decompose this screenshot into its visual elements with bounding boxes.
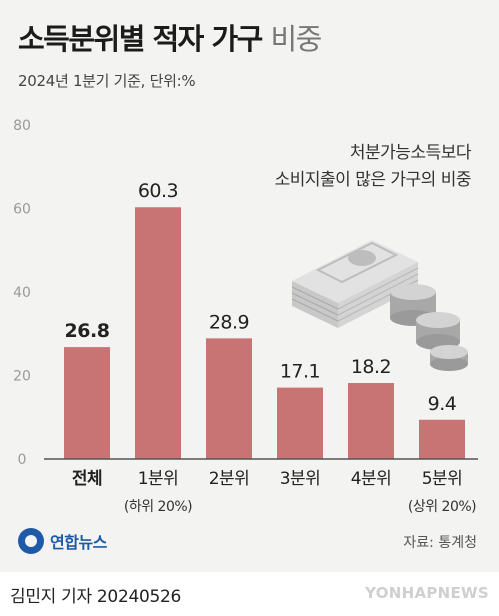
category-label: 1분위: [138, 469, 179, 489]
value-label: 28.9: [209, 311, 249, 333]
y-tick-label: 40: [13, 285, 31, 301]
category-sublabel: (하위 20%): [124, 499, 192, 515]
category-label: 2분위: [209, 469, 250, 489]
infographic-card: 소득분위별 적자 가구 비중 2024년 1분기 기준, 단위:%: [13, 16, 478, 554]
y-tick-label: 20: [13, 369, 31, 385]
bar-chart: 0 20 40 60 80 26.8 전체 60.3 1분위 (하위 20%) 28.9 2분위 17.…: [13, 118, 478, 515]
bar: [64, 347, 110, 459]
value-label: 26.8: [65, 320, 110, 342]
title-main: 소득분위별 적자 가구: [18, 22, 263, 56]
chart-note: 처분가능소득보다 소비지출이 많은 가구의 비중: [274, 140, 472, 194]
byline: 김민지 기자 20240526: [10, 587, 182, 607]
money-illustration: [291, 240, 468, 371]
category-label: 4분위: [351, 469, 392, 489]
bar: [135, 207, 181, 459]
value-label: 9.4: [428, 393, 457, 415]
category-label: 3분위: [280, 469, 321, 489]
y-tick-label: 60: [13, 202, 31, 218]
chart-subtitle: 2024년 1분기 기준, 단위:%: [18, 72, 196, 90]
watermark: YONHAPNEWS: [365, 584, 489, 602]
value-label: 18.2: [351, 356, 391, 378]
bar: [206, 338, 252, 459]
bar: [348, 383, 394, 459]
bar: [277, 387, 323, 459]
footer-bar: 김민지 기자 20240526 YONHAPNEWS: [0, 572, 499, 616]
cash-stack-icon: [291, 240, 419, 328]
chart-title: 소득분위별 적자 가구 비중: [18, 16, 322, 58]
logo-text: 연합뉴스: [50, 533, 107, 552]
category-sublabel: (상위 20%): [408, 499, 476, 515]
value-label: 17.1: [280, 361, 320, 383]
note-line-2: 소비지출이 많은 가구의 비중: [274, 170, 472, 190]
y-tick-label: 80: [13, 118, 31, 134]
title-light: 비중: [270, 22, 322, 56]
yonhap-logo-icon: [18, 528, 44, 554]
note-line-1: 처분가능소득보다: [349, 143, 472, 163]
y-tick-label: 0: [18, 452, 27, 468]
coin-stack-icon: [390, 284, 468, 371]
category-label: 5분위: [422, 469, 463, 489]
source-label: 자료: 통계청: [403, 535, 477, 551]
yonhap-logo: 연합뉴스: [18, 528, 107, 554]
category-label: 전체: [72, 469, 102, 489]
bar: [419, 419, 465, 459]
value-label: 60.3: [138, 180, 178, 202]
